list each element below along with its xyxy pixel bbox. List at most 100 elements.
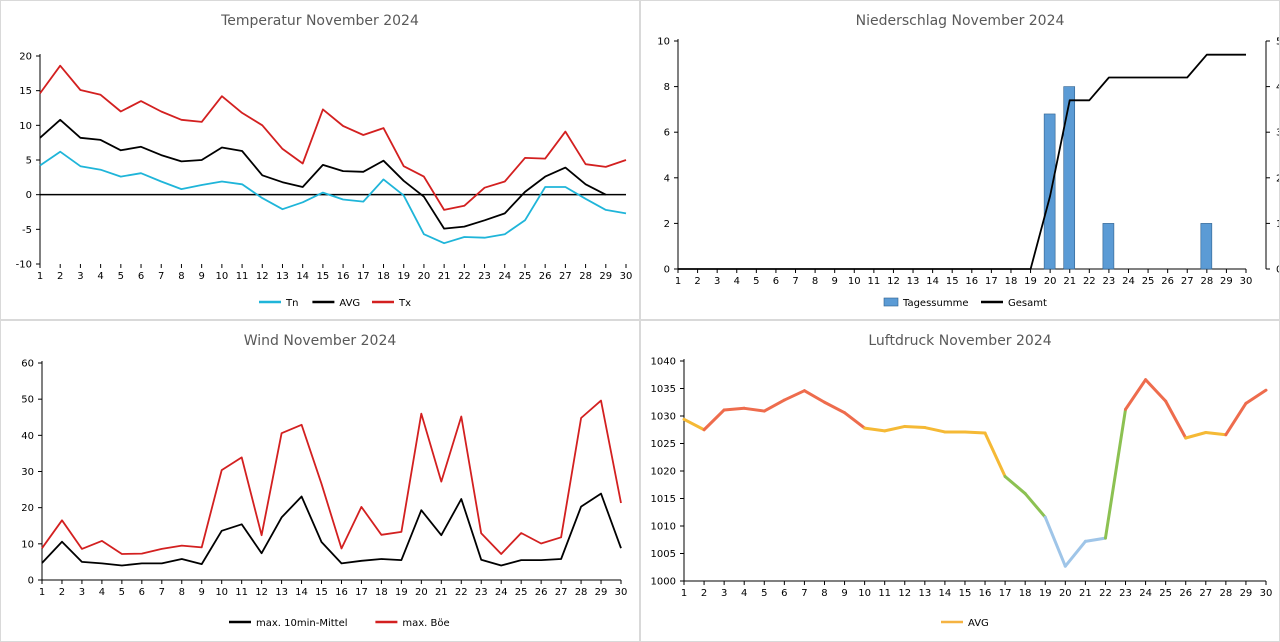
x-tick-label: 4 bbox=[741, 588, 747, 599]
y-tick-label: 6 bbox=[664, 128, 670, 139]
x-tick-label: 17 bbox=[985, 276, 998, 287]
x-tick-label: 27 bbox=[559, 271, 572, 282]
x-tick-label: 21 bbox=[435, 587, 448, 598]
x-tick-label: 15 bbox=[959, 588, 972, 599]
series-segment-avg bbox=[1224, 401, 1248, 437]
x-tick-label: 4 bbox=[734, 276, 740, 287]
series-segment-avg bbox=[1083, 536, 1107, 543]
x-tick-label: 7 bbox=[792, 276, 798, 287]
chart-title: Niederschlag November 2024 bbox=[856, 13, 1065, 29]
legend-item-tx: Tx bbox=[372, 298, 411, 309]
x-tick-label: 20 bbox=[418, 271, 431, 282]
x-tick-label: 2 bbox=[57, 271, 63, 282]
x-tick-label: 13 bbox=[275, 587, 288, 598]
x-tick-label: 19 bbox=[1024, 276, 1037, 287]
x-tick-label: 12 bbox=[256, 271, 269, 282]
x-tick-label: 25 bbox=[1142, 276, 1155, 287]
bar-tagessumme bbox=[1200, 223, 1213, 270]
x-tick-label: 20 bbox=[415, 587, 428, 598]
x-tick-label: 6 bbox=[138, 271, 144, 282]
x-tick-label: 21 bbox=[1063, 276, 1076, 287]
x-tick-label: 7 bbox=[159, 587, 165, 598]
legend-item-tagessumme: Tagessumme bbox=[883, 297, 968, 309]
y-tick-label: 1010 bbox=[651, 522, 676, 533]
x-tick-label: 12 bbox=[898, 588, 911, 599]
x-tick-label: 28 bbox=[1219, 588, 1232, 599]
series-segment-avg bbox=[1204, 431, 1228, 437]
x-tick-label: 5 bbox=[761, 588, 767, 599]
y-tick-label: 2 bbox=[664, 219, 670, 230]
series-line-avg bbox=[39, 118, 607, 230]
x-tick-label: 13 bbox=[907, 276, 920, 287]
series-segment-avg bbox=[1164, 399, 1188, 440]
x-tick-label: 14 bbox=[939, 588, 952, 599]
pressure-chart-panel: Luftdruck November 2024 1000 1005 1010 1015 1… bbox=[641, 321, 1279, 641]
x-tick-label: 14 bbox=[295, 587, 308, 598]
y-tick-label: 4 bbox=[664, 173, 670, 184]
x-tick-label: 1 bbox=[39, 587, 45, 598]
x-tick-label: 17 bbox=[357, 271, 370, 282]
x-tick-label: 27 bbox=[555, 587, 568, 598]
y-tick-label: -10 bbox=[16, 260, 32, 271]
y-tick-label: 20 bbox=[21, 503, 34, 514]
x-tick-label: 21 bbox=[438, 271, 451, 282]
x-tick-label: 28 bbox=[579, 271, 592, 282]
x-tick-label: 12 bbox=[887, 276, 900, 287]
x-tick-label: 16 bbox=[337, 271, 350, 282]
x-tick-label: 11 bbox=[236, 271, 249, 282]
series-line-gesamt bbox=[678, 53, 1246, 270]
temperature-chart-panel: Temperatur November 2024 -10 -5 0 5 10 15 20 1 2 3… bbox=[1, 1, 639, 319]
x-tick-label: 8 bbox=[812, 276, 818, 287]
x-tick-label: 19 bbox=[395, 587, 408, 598]
x-tick-label: 10 bbox=[848, 276, 861, 287]
x-tick-label: 20 bbox=[1044, 276, 1057, 287]
x-tick-label: 9 bbox=[841, 588, 847, 599]
x-tick-label: 17 bbox=[999, 588, 1012, 599]
x-tick-label: 26 bbox=[1161, 276, 1174, 287]
legend-swatch bbox=[883, 297, 899, 307]
series-segment-avg bbox=[1184, 431, 1208, 440]
x-tick-label: 29 bbox=[599, 271, 612, 282]
series-segment-avg bbox=[903, 424, 927, 430]
x-tick-label: 16 bbox=[979, 588, 992, 599]
y2-tick-label: 2 bbox=[1276, 173, 1279, 184]
series-segment-avg bbox=[1103, 407, 1128, 540]
series-line-tn bbox=[39, 150, 627, 245]
x-tick-label: 5 bbox=[118, 271, 124, 282]
x-tick-label: 18 bbox=[377, 271, 390, 282]
y-tick-label: 1000 bbox=[651, 577, 676, 588]
x-tick-label: 22 bbox=[1083, 276, 1096, 287]
x-tick-label: 23 bbox=[1103, 276, 1116, 287]
series-segment-avg bbox=[1244, 388, 1268, 405]
x-tick-label: 26 bbox=[539, 271, 552, 282]
series-segment-avg bbox=[722, 406, 746, 412]
x-tick-label: 5 bbox=[753, 276, 759, 287]
series-segment-avg bbox=[1023, 492, 1047, 519]
y-tick-label: 30 bbox=[21, 467, 34, 478]
x-tick-label: 2 bbox=[701, 588, 707, 599]
x-tick-label: 16 bbox=[335, 587, 348, 598]
x-tick-label: 10 bbox=[215, 587, 228, 598]
y-tick-label: 0 bbox=[26, 190, 32, 201]
x-tick-label: 30 bbox=[615, 587, 628, 598]
y-tick-label: 40 bbox=[21, 431, 34, 442]
bar-tagessumme bbox=[1102, 223, 1115, 270]
x-tick-label: 1 bbox=[37, 271, 43, 282]
legend-label: Gesamt bbox=[1008, 298, 1047, 309]
series-line-tx bbox=[39, 64, 627, 211]
x-tick-label: 4 bbox=[97, 271, 103, 282]
series-segment-avg bbox=[983, 431, 1007, 478]
series-line-max-10min-mittel bbox=[41, 492, 622, 567]
x-tick-label: 3 bbox=[721, 588, 727, 599]
x-tick-label: 23 bbox=[478, 271, 491, 282]
x-tick-label: 15 bbox=[317, 271, 330, 282]
x-tick-label: 25 bbox=[519, 271, 532, 282]
x-tick-label: 27 bbox=[1199, 588, 1212, 599]
x-tick-label: 22 bbox=[455, 587, 468, 598]
y-tick-label: 5 bbox=[26, 156, 32, 167]
series-segment-avg bbox=[762, 398, 786, 413]
x-tick-label: 30 bbox=[1260, 588, 1273, 599]
x-tick-label: 7 bbox=[158, 271, 164, 282]
x-tick-label: 15 bbox=[315, 587, 328, 598]
